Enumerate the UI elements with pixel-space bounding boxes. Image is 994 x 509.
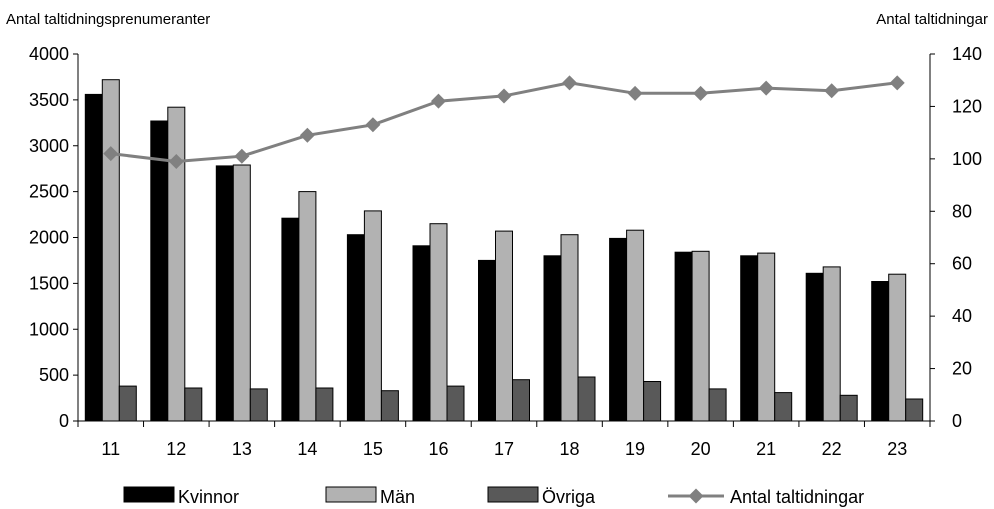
left-tick-label-1500: 1500: [29, 273, 69, 293]
legend-label-kvinnor: Kvinnor: [178, 487, 239, 507]
legend-marker-antal-taltidningar: [688, 488, 704, 504]
bar-mn-13: [232, 164, 251, 422]
legend-swatch-m-n: [325, 486, 377, 503]
legend-label-antal-taltidningar: Antal taltidningar: [730, 487, 864, 507]
left-tick-label-1000: 1000: [29, 319, 69, 339]
legend-swatch-kvinnor: [123, 486, 175, 503]
x-tick-label-13: 13: [232, 439, 252, 459]
bar-kvinnor-13: [215, 165, 234, 422]
bar-kvinnor-18: [543, 255, 562, 422]
bar-kvinnor-19: [609, 237, 628, 422]
bar-kvinnor-14: [281, 217, 300, 422]
point-antal-taltidningar-23: [889, 75, 905, 91]
left-tick-label-2500: 2500: [29, 182, 69, 202]
bar-mn-16: [429, 223, 448, 422]
bar-vriga-18: [577, 376, 596, 422]
bar-vriga-22: [839, 394, 858, 422]
bar-mn-23: [888, 273, 907, 422]
bar-mn-18: [560, 234, 579, 422]
point-antal-taltidningar-19: [627, 85, 643, 101]
x-tick-label-22: 22: [822, 439, 842, 459]
bar-kvinnor-17: [478, 259, 496, 422]
right-tick-label-120: 120: [952, 96, 982, 116]
left-tick-label-4000: 4000: [29, 44, 69, 64]
right-tick-label-100: 100: [952, 149, 982, 169]
bar-vriga-15: [380, 390, 399, 422]
legend: Kvinnor Män Övriga Antal taltidningar: [123, 486, 864, 507]
bar-mn-22: [822, 266, 841, 422]
bar-vriga-16: [446, 385, 465, 422]
bar-kvinnor-20: [674, 251, 693, 422]
x-tick-label-11: 11: [101, 439, 120, 459]
point-antal-taltidningar-18: [562, 75, 578, 91]
x-tick-label-14: 14: [297, 439, 317, 459]
right-tick-label-80: 80: [952, 201, 972, 221]
point-antal-taltidningar-17: [496, 88, 512, 104]
point-antal-taltidningar-21: [758, 80, 774, 96]
legend-label-m-n: Män: [380, 487, 415, 507]
bar-vriga-17: [512, 379, 530, 422]
bar-mn-11: [101, 79, 120, 422]
bar-kvinnor-15: [346, 234, 365, 422]
left-tick-label-500: 500: [39, 365, 69, 385]
bar-group: [84, 79, 924, 422]
right-tick-label-20: 20: [952, 359, 972, 379]
point-antal-taltidningar-20: [693, 85, 709, 101]
point-antal-taltidningar-14: [299, 127, 315, 143]
x-tick-label-21: 21: [756, 439, 776, 459]
bar-kvinnor-16: [412, 245, 431, 422]
bar-kvinnor-11: [84, 93, 103, 422]
x-tick-label-18: 18: [560, 439, 580, 459]
left-tick-label-3500: 3500: [29, 90, 69, 110]
x-tick-label-20: 20: [691, 439, 711, 459]
bar-mn-19: [626, 229, 645, 422]
bar-vriga-12: [184, 387, 203, 422]
point-antal-taltidningar-12: [168, 153, 184, 169]
bar-vriga-13: [249, 388, 268, 422]
x-tick-label-19: 19: [625, 439, 645, 459]
x-tick-label-17: 17: [494, 439, 514, 459]
bar-vriga-23: [905, 398, 924, 422]
bar-mn-20: [691, 250, 710, 422]
bar-mn-21: [757, 252, 776, 422]
bar-kvinnor-22: [805, 272, 824, 422]
axes: 0 500 1000 1500 2000 2500 3000 3500 4000 0 20 40 60 8…: [29, 44, 982, 459]
bar-kvinnor-21: [740, 255, 759, 422]
bar-mn-15: [363, 210, 382, 422]
left-tick-label-2000: 2000: [29, 228, 69, 248]
bar-vriga-21: [774, 392, 793, 422]
left-tick-label-3000: 3000: [29, 136, 69, 156]
left-axis-title: Antal taltidningsprenumeranter: [6, 11, 210, 28]
right-tick-label-60: 60: [952, 254, 972, 274]
bar-mn-14: [298, 191, 317, 422]
right-tick-label-0: 0: [952, 411, 962, 431]
right-tick-label-40: 40: [952, 306, 972, 326]
point-antal-taltidningar-16: [430, 93, 446, 109]
point-antal-taltidningar-13: [234, 148, 250, 164]
point-antal-taltidningar-11: [103, 146, 119, 162]
bar-vriga-14: [315, 387, 334, 422]
point-antal-taltidningar-22: [824, 83, 840, 99]
bar-vriga-20: [708, 388, 727, 422]
bar-kvinnor-23: [871, 281, 890, 422]
legend-label--vriga: Övriga: [542, 487, 596, 507]
bar-mn-17: [495, 230, 513, 422]
right-tick-label-140: 140: [952, 44, 982, 64]
left-tick-label-0: 0: [59, 411, 69, 431]
point-antal-taltidningar-15: [365, 117, 381, 133]
x-tick-label-16: 16: [428, 439, 448, 459]
x-tick-label-15: 15: [363, 439, 383, 459]
legend-swatch--vriga: [487, 486, 539, 503]
bar-vriga-19: [643, 381, 662, 422]
x-tick-label-12: 12: [166, 439, 186, 459]
line-series-group: [103, 75, 905, 169]
right-axis-title: Antal taltidningar: [876, 11, 988, 28]
bar-kvinnor-12: [150, 120, 169, 422]
bar-vriga-11: [118, 385, 137, 422]
x-tick-label-23: 23: [887, 439, 907, 459]
